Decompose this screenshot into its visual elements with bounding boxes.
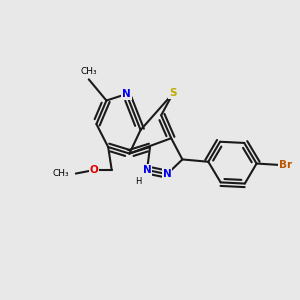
Text: N: N (163, 169, 172, 179)
Text: CH₃: CH₃ (80, 67, 97, 76)
Text: S: S (169, 88, 177, 98)
Text: Br: Br (279, 160, 292, 170)
Text: N: N (122, 89, 131, 99)
Text: CH₃: CH₃ (53, 169, 69, 178)
Text: N: N (143, 165, 152, 175)
Text: H: H (136, 177, 142, 186)
Text: O: O (90, 165, 98, 175)
